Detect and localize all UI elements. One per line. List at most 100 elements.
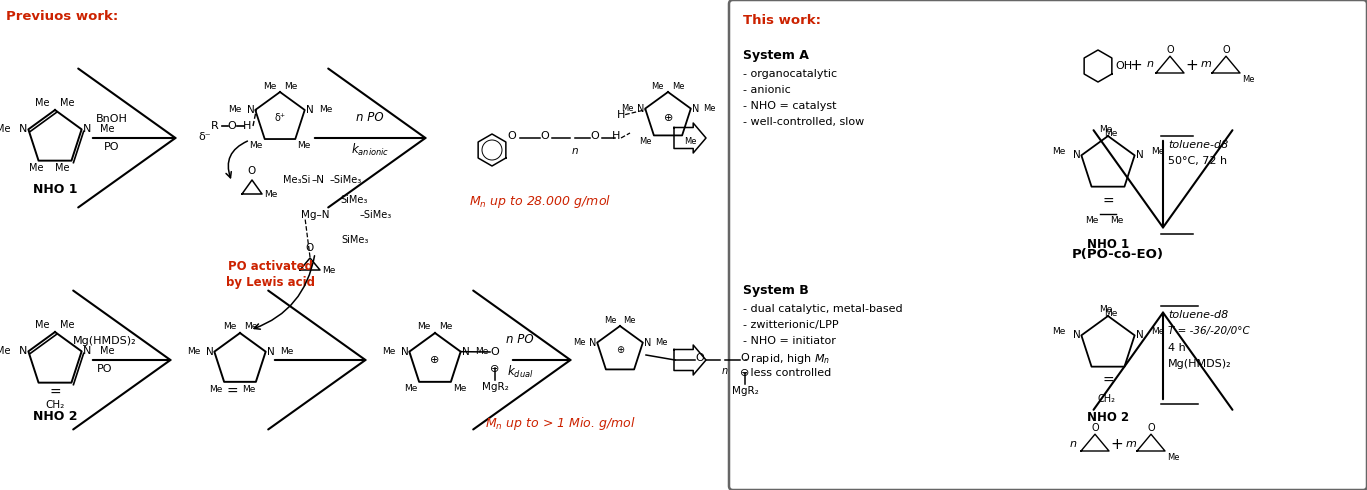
Text: - anionic: - anionic (744, 85, 790, 95)
Text: SiMe₃: SiMe₃ (342, 235, 369, 245)
Text: PO activated: PO activated (227, 260, 313, 273)
Text: N: N (306, 105, 313, 115)
Text: Me: Me (223, 322, 236, 331)
Text: =: = (226, 385, 238, 399)
Text: Me: Me (249, 141, 262, 150)
Text: N: N (401, 346, 409, 357)
Text: Me: Me (29, 163, 42, 172)
Text: Me: Me (36, 98, 51, 108)
Text: Me: Me (264, 190, 278, 198)
Text: =: = (1102, 374, 1114, 388)
Text: $M_n$ up to 28.000 g/mol: $M_n$ up to 28.000 g/mol (469, 193, 611, 210)
Text: $k_{anionic}$: $k_{anionic}$ (351, 142, 390, 158)
Text: N: N (1136, 330, 1143, 341)
Text: Me: Me (60, 98, 74, 108)
Text: This work:: This work: (744, 14, 822, 27)
Text: Me: Me (1110, 216, 1124, 224)
Text: Me: Me (284, 82, 298, 91)
Text: N: N (644, 338, 651, 347)
Text: - dual catalytic, metal-based: - dual catalytic, metal-based (744, 304, 902, 314)
Text: - less controlled: - less controlled (744, 368, 831, 378)
Text: $M_n$ up to > 1 Mio. g/mol: $M_n$ up to > 1 Mio. g/mol (485, 415, 636, 432)
Text: ⊖: ⊖ (741, 368, 749, 378)
Text: =: = (1102, 195, 1114, 209)
Text: ⊕: ⊕ (431, 355, 440, 365)
Text: Me: Me (297, 141, 310, 150)
Text: O: O (228, 121, 236, 131)
Text: Me: Me (209, 385, 221, 394)
Text: Mg(HMDS)₂: Mg(HMDS)₂ (1167, 359, 1232, 369)
Text: N: N (589, 338, 596, 347)
Text: O: O (1222, 45, 1230, 55)
Text: ⊖: ⊖ (491, 364, 500, 374)
Text: NHO 2: NHO 2 (33, 410, 78, 423)
Text: CH₂: CH₂ (1096, 393, 1115, 404)
Text: toluene-d8: toluene-d8 (1167, 140, 1229, 150)
Text: Me: Me (100, 124, 113, 134)
Text: Me: Me (60, 320, 74, 330)
Text: BnOH: BnOH (96, 114, 128, 124)
Text: Me: Me (673, 82, 685, 91)
Text: N: N (267, 346, 275, 357)
Text: O: O (247, 166, 256, 176)
Text: Me: Me (1105, 309, 1117, 318)
Text: O: O (306, 243, 314, 253)
Text: Me: Me (474, 347, 488, 356)
Text: MgR₂: MgR₂ (481, 382, 509, 392)
Text: Me₃Si: Me₃Si (283, 175, 310, 185)
Text: - NHO = initiator: - NHO = initiator (744, 336, 835, 346)
Text: O: O (1147, 423, 1155, 433)
Text: Me: Me (242, 385, 256, 394)
Text: NHO 1: NHO 1 (1087, 238, 1129, 251)
Text: O: O (741, 353, 749, 363)
Text: N: N (19, 124, 27, 134)
Text: n: n (1069, 439, 1076, 449)
Text: 4 h: 4 h (1167, 343, 1185, 353)
Text: Me: Me (319, 105, 332, 115)
Text: N: N (692, 103, 699, 114)
Text: Me: Me (55, 163, 70, 172)
Text: O: O (591, 131, 599, 141)
Text: - rapid, high $M_n$: - rapid, high $M_n$ (744, 352, 830, 366)
Text: δ⁺: δ⁺ (275, 113, 286, 123)
Text: N: N (637, 103, 644, 114)
Text: Me: Me (228, 105, 241, 115)
Text: Me: Me (1105, 129, 1117, 138)
Text: Me: Me (439, 322, 452, 331)
Text: n PO: n PO (506, 333, 533, 346)
Text: - organocatalytic: - organocatalytic (744, 69, 837, 79)
Text: O: O (1166, 45, 1174, 55)
Text: OH: OH (1115, 61, 1132, 71)
Text: Me: Me (652, 82, 664, 91)
Text: +: + (1110, 437, 1124, 451)
Text: T = -36/-20/0°C: T = -36/-20/0°C (1167, 326, 1249, 336)
FancyBboxPatch shape (729, 0, 1367, 490)
Text: Me: Me (100, 346, 113, 356)
Text: +: + (1129, 58, 1143, 74)
Text: MgR₂: MgR₂ (731, 386, 759, 396)
Text: Me: Me (0, 346, 11, 356)
Text: - NHO = catalyst: - NHO = catalyst (744, 101, 837, 111)
Text: N: N (246, 105, 254, 115)
Text: P(PO-co-EO): P(PO-co-EO) (1072, 248, 1163, 261)
Text: O: O (1091, 423, 1099, 433)
Text: Me: Me (243, 322, 257, 331)
Text: Me: Me (640, 137, 652, 147)
Text: SiMe₃: SiMe₃ (340, 195, 368, 205)
Text: PO: PO (104, 142, 120, 152)
Text: O: O (507, 131, 517, 141)
Text: R: R (211, 121, 219, 131)
Text: N: N (1073, 150, 1080, 160)
Text: n: n (722, 366, 729, 376)
Text: Me: Me (623, 316, 636, 325)
Text: –N: –N (312, 175, 324, 185)
Text: toluene-d8: toluene-d8 (1167, 310, 1229, 320)
Text: Me: Me (655, 338, 667, 347)
Text: 50°C, 72 h: 50°C, 72 h (1167, 156, 1228, 166)
Text: System A: System A (744, 49, 809, 62)
Text: CH₂: CH₂ (45, 400, 64, 410)
Text: Me: Me (703, 104, 715, 113)
Text: $k_{dual}$: $k_{dual}$ (507, 364, 533, 380)
Text: Me: Me (1053, 327, 1065, 336)
Text: N: N (19, 346, 27, 356)
